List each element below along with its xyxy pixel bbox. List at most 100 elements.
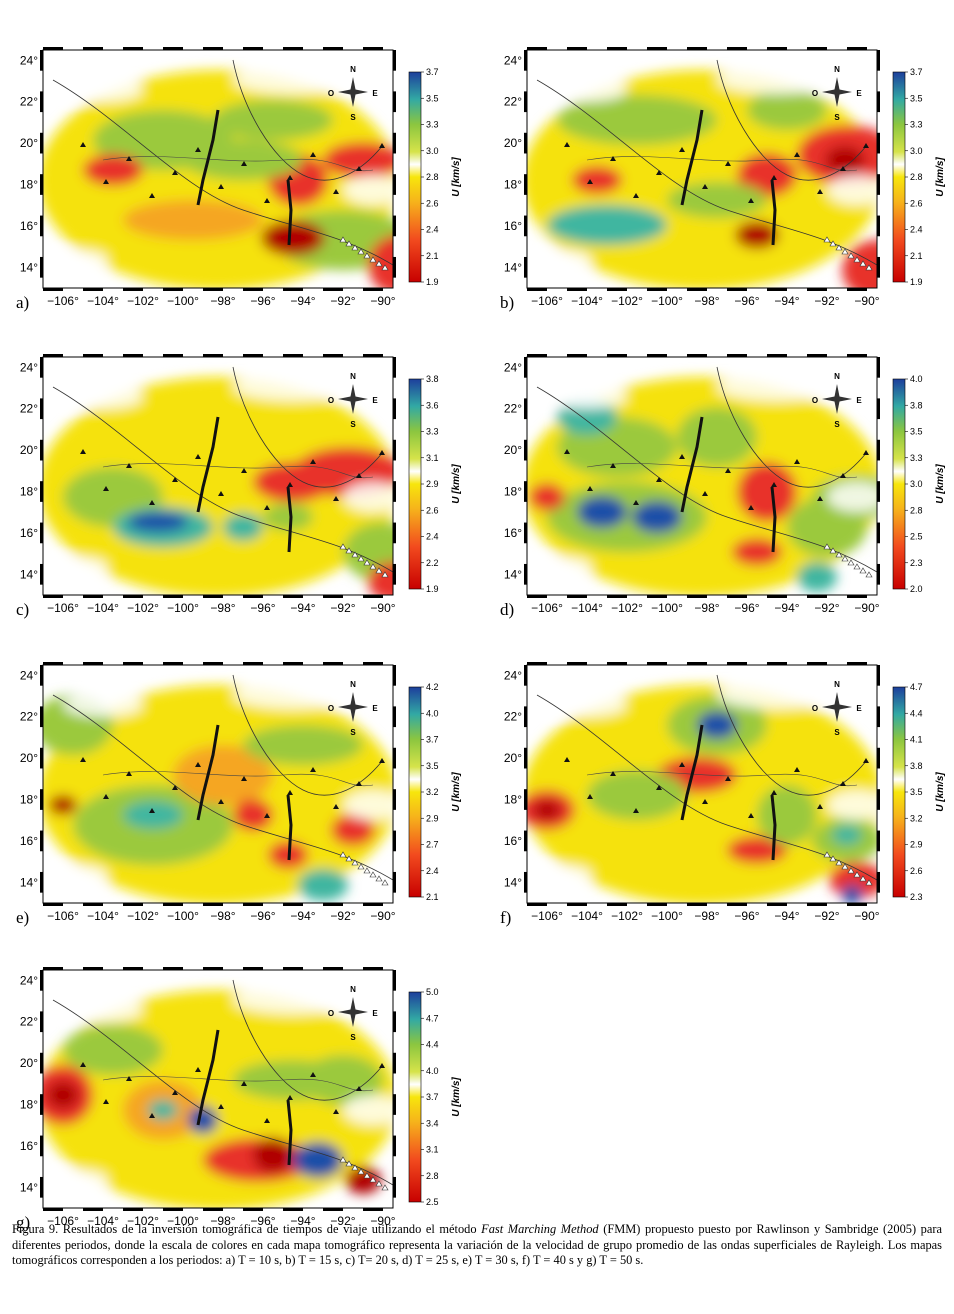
station-marker-icon — [287, 1095, 293, 1100]
station-marker-icon — [363, 867, 371, 874]
station-marker-icon — [853, 563, 861, 570]
longitude-tick-label: −106° — [47, 601, 79, 615]
longitude-tick-label: −96° — [250, 909, 275, 923]
station-marker-icon — [287, 790, 293, 795]
latitude-tick-label: 24° — [20, 668, 38, 682]
colorbar-tick-label: 1.9 — [426, 277, 439, 287]
caption-method-name: Fast Marching Method — [481, 1222, 599, 1236]
anomaly-red — [83, 154, 143, 186]
compass-rose-icon: N S E O — [812, 65, 862, 122]
station-marker-icon — [564, 449, 570, 454]
anomaly-green — [547, 482, 707, 552]
colorbar-tick-label: 3.7 — [910, 67, 923, 77]
station-marker-icon — [345, 240, 353, 247]
station-marker-icon — [841, 555, 849, 562]
colorbar-tick-label: 2.9 — [426, 813, 439, 823]
longitude-tick-label: −94° — [774, 601, 799, 615]
station-marker-icon — [310, 1072, 316, 1077]
anomaly-orange — [123, 200, 263, 240]
station-marker-icon — [379, 143, 385, 148]
axis-ticks: 24° 22° 20° 18° 16° 14° −106° −104° −102° −100° −9… — [20, 668, 396, 923]
station-marker-icon — [835, 859, 843, 866]
station-marker-icon — [357, 555, 365, 562]
volcanic-belt-line — [586, 156, 858, 172]
anomaly-green — [233, 1060, 353, 1100]
map-svg: 24° 22° 20° 18° 16° 14° −106° −104° −102° −100° −9… — [504, 47, 946, 308]
anomaly-low — [345, 1166, 381, 1194]
latitude-tick-label: 20° — [20, 751, 38, 765]
colorbar: 3.7 3.5 3.3 3.0 2.8 2.6 2.4 2.1 1.9 U [km/s] — [892, 67, 946, 287]
station-marker-icon — [840, 781, 846, 786]
station-marker-icon — [369, 563, 377, 570]
station-marker-icon — [725, 468, 731, 473]
anomaly-blue — [293, 1142, 343, 1178]
station-marker-icon — [679, 147, 685, 152]
colorbar-gradient — [892, 686, 906, 898]
anomaly-teal — [148, 1100, 178, 1120]
station-marker-icon — [103, 1099, 109, 1104]
station-profile-line — [196, 724, 220, 821]
station-marker-icon — [829, 547, 837, 554]
latitude-tick-label: 18° — [504, 793, 522, 807]
colorbar-tick-label: 3.6 — [426, 400, 439, 410]
station-marker-icon — [863, 758, 869, 763]
colorbar-tick-label: 3.2 — [910, 813, 923, 823]
anomaly-green — [667, 182, 767, 218]
compass-o-label: O — [812, 396, 818, 405]
longitude-tick-label: −92° — [330, 601, 355, 615]
map-svg: 24° 22° 20° 18° 16° 14° −106° −104° −102° −100° −9… — [20, 662, 462, 923]
latitude-tick-label: 20° — [20, 136, 38, 150]
station-marker-icon — [748, 198, 754, 203]
no-coverage-zone — [343, 175, 393, 205]
compass-s-label: S — [350, 113, 356, 122]
no-coverage-zone — [343, 790, 393, 820]
colorbar-gradient — [408, 378, 422, 590]
station-marker-icon — [363, 252, 371, 259]
latitude-tick-label: 22° — [20, 1015, 38, 1029]
anomaly-red — [572, 166, 622, 194]
station-marker-icon — [356, 781, 362, 786]
longitude-tick-label: −96° — [250, 294, 275, 308]
tomography-map-panel-d: 24° 22° 20° 18° 16° 14° −106° −104° −102° −100° −9… — [484, 327, 946, 627]
colorbar-tick-label: 3.7 — [426, 67, 439, 77]
panel-label: a) — [16, 293, 30, 312]
no-coverage-zone — [547, 385, 627, 409]
colorbar-tick-label: 2.1 — [910, 251, 923, 261]
station-marker-icon — [103, 794, 109, 799]
compass-s-label: S — [834, 728, 840, 737]
velocity-anomaly-field — [43, 373, 393, 595]
longitude-tick-label: −98° — [694, 294, 719, 308]
tomography-map-panel-a: 24° 22° 20° 18° 16° 14° −106° −104° −102° −100° −9… — [0, 20, 462, 320]
colorbar-tick-label: 3.3 — [426, 427, 439, 437]
colorbar-tick-label: 3.1 — [426, 1145, 439, 1155]
coastline-and-borders — [536, 674, 877, 886]
station-marker-icon — [841, 248, 849, 255]
station-profile-line — [286, 179, 293, 246]
colorbar-tick-label: 3.2 — [426, 787, 439, 797]
anomaly-low — [735, 221, 779, 249]
colorbar-tick-label: 2.2 — [426, 558, 439, 568]
station-marker-icon — [103, 179, 109, 184]
station-marker-icon — [357, 863, 365, 870]
colorbar-tick-label: 2.1 — [426, 892, 439, 902]
station-marker-icon — [103, 486, 109, 491]
colorbar-tick-label: 5.0 — [426, 987, 439, 997]
station-marker-icon — [725, 776, 731, 781]
colorbar-tick-label: 3.7 — [426, 1092, 439, 1102]
colorbar-tick-label: 4.7 — [426, 1013, 439, 1023]
station-marker-icon — [633, 808, 639, 813]
station-marker-icon — [351, 551, 359, 558]
gulf-coastline — [232, 366, 384, 488]
caption-text-2: (FMM) propuesto puesto por Rawlinson y S… — [12, 1222, 942, 1268]
longitude-tick-label: −90° — [854, 294, 879, 308]
station-marker-icon — [149, 193, 155, 198]
station-marker-icon — [149, 808, 155, 813]
anomaly-blue — [577, 496, 627, 528]
velocity-anomaly-field — [527, 373, 877, 595]
station-marker-icon — [369, 256, 377, 263]
compass-n-label: N — [350, 985, 356, 994]
station-marker-icon — [381, 879, 389, 886]
panel-label: c) — [16, 600, 30, 619]
station-marker-icon — [840, 166, 846, 171]
longitude-tick-label: −94° — [290, 909, 315, 923]
